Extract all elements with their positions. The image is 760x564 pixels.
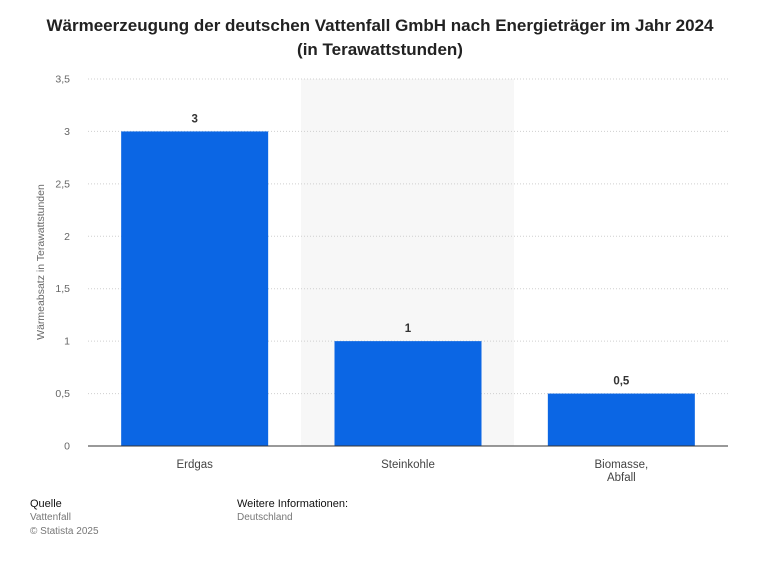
source-heading: Quelle: [30, 498, 62, 510]
chart-subtitle: (in Terawattstunden): [297, 40, 463, 59]
copyright: © Statista 2025: [30, 526, 99, 537]
value-label: 1: [405, 323, 412, 335]
y-tick-label: 1,5: [55, 283, 70, 295]
info-block: Weitere Informationen: Deutschland: [237, 497, 348, 525]
value-label: 0,5: [613, 376, 630, 388]
y-axis-ticks: 0 0,5 1 1,5 2 2,5 3 3,5: [55, 74, 70, 453]
source-block: Quelle Vattenfall © Statista 2025: [30, 497, 99, 539]
y-tick-label: 0: [64, 441, 70, 453]
y-tick-label: 0,5: [55, 388, 70, 400]
chart-title: Wärmeerzeugung der deutschen Vattenfall …: [46, 16, 714, 35]
value-label: 3: [191, 113, 197, 125]
bars: [121, 131, 695, 446]
y-tick-label: 3: [64, 126, 70, 138]
chart-title-block: Wärmeerzeugung der deutschen Vattenfall …: [0, 14, 760, 62]
x-tick-label: Erdgas: [176, 459, 213, 471]
info-text: Deutschland: [237, 512, 293, 523]
x-tick-label: Steinkohle: [381, 459, 435, 471]
y-tick-label: 1: [64, 336, 70, 348]
y-tick-label: 3,5: [55, 74, 70, 86]
source-name: Vattenfall: [30, 512, 71, 523]
x-tick-label: Biomasse, Abfall: [594, 459, 648, 484]
value-labels: 310,5: [191, 113, 629, 387]
bar-chart: 00,511,522,533,5 310,5 Erdgas Steinkohle B…: [35, 74, 728, 484]
y-tick-label: 2,5: [55, 178, 70, 190]
info-heading: Weitere Informationen:: [237, 498, 349, 510]
x-axis-labels: Erdgas Steinkohle Biomasse, Abfall: [176, 459, 648, 484]
bar: [334, 341, 482, 446]
y-axis-label: Wärmeabsatz in Terawattstunden: [35, 184, 47, 340]
y-tick-label: 2: [64, 231, 70, 243]
bar: [121, 131, 269, 446]
bar: [547, 393, 695, 446]
